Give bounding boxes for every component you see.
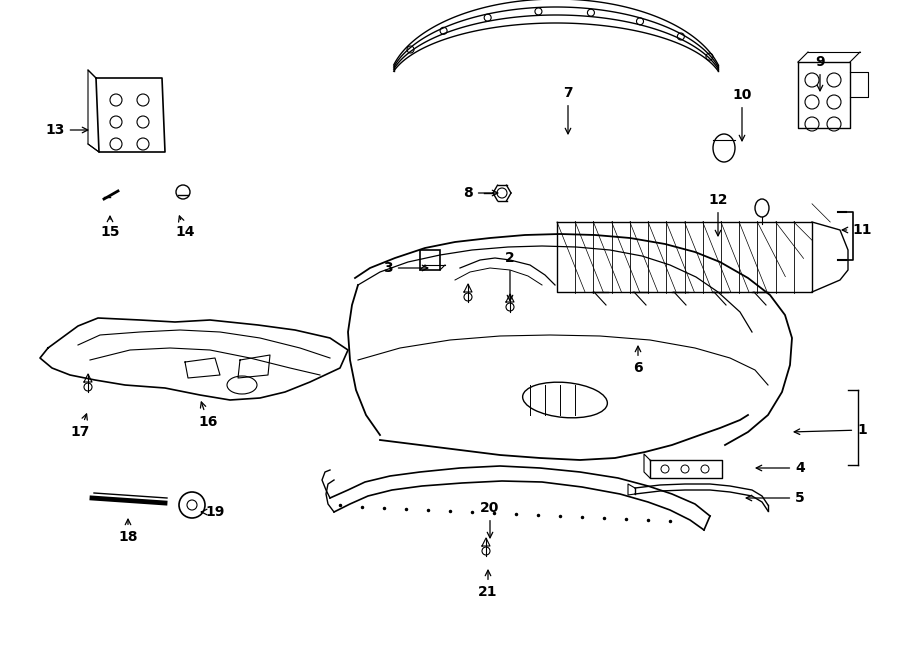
Text: 14: 14 xyxy=(176,216,194,239)
Text: 15: 15 xyxy=(100,216,120,239)
Text: 16: 16 xyxy=(198,402,218,429)
Text: 11: 11 xyxy=(842,223,872,237)
Text: 5: 5 xyxy=(746,491,805,505)
Text: 8: 8 xyxy=(464,186,498,200)
Text: 18: 18 xyxy=(118,519,138,544)
Text: 12: 12 xyxy=(708,193,728,236)
Text: 4: 4 xyxy=(756,461,805,475)
Text: 6: 6 xyxy=(634,346,643,375)
Text: 3: 3 xyxy=(383,261,427,275)
Text: 2: 2 xyxy=(505,251,515,301)
Text: 1: 1 xyxy=(794,423,867,437)
Text: 20: 20 xyxy=(481,501,500,538)
Text: 19: 19 xyxy=(202,505,225,519)
Text: 21: 21 xyxy=(478,570,498,599)
Text: 9: 9 xyxy=(815,55,824,91)
Text: 13: 13 xyxy=(45,123,88,137)
Text: 10: 10 xyxy=(733,88,751,141)
Text: 7: 7 xyxy=(563,86,572,134)
Text: 17: 17 xyxy=(70,414,90,439)
